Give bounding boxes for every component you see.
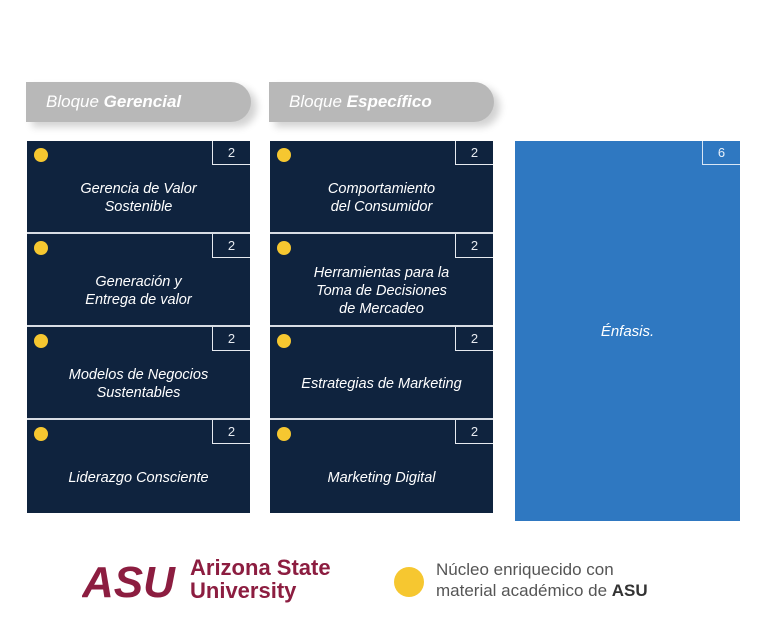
credits-badge: 2 bbox=[212, 234, 250, 258]
asu-dot-icon bbox=[34, 334, 48, 348]
asu-dot-icon bbox=[277, 148, 291, 162]
tab-bold: Específico bbox=[346, 92, 432, 111]
course-card: 2 Generación y Entrega de valor bbox=[27, 234, 250, 327]
asu-logo-wordmark: Arizona State University bbox=[190, 556, 331, 602]
legend: Núcleo enriquecido con material académic… bbox=[436, 559, 648, 601]
credits-badge: 2 bbox=[212, 327, 250, 351]
emphasis-block: 6 Énfasis. bbox=[515, 141, 740, 521]
credits-badge: 2 bbox=[455, 234, 493, 258]
tab-bold: Gerencial bbox=[103, 92, 182, 111]
credits-badge: 2 bbox=[455, 141, 493, 165]
credits-badge: 2 bbox=[212, 420, 250, 444]
course-label: Marketing Digital bbox=[327, 469, 436, 486]
tab-prefix: Bloque bbox=[289, 92, 342, 111]
asu-dot-icon bbox=[34, 427, 48, 441]
asu-dot-icon bbox=[277, 427, 291, 441]
legend-line2: material académico de ASU bbox=[436, 580, 648, 601]
course-card: 2 Liderazgo Consciente bbox=[27, 420, 250, 513]
asu-dot-icon bbox=[34, 148, 48, 162]
legend-line2-prefix: material académico de bbox=[436, 581, 608, 600]
tab-bloque-especifico: Bloque Específico bbox=[269, 82, 494, 122]
asu-logo-mark: ASU bbox=[82, 558, 176, 601]
course-card: 2 Estrategias de Marketing bbox=[270, 327, 493, 420]
asu-dot-icon bbox=[277, 334, 291, 348]
asu-dot-icon bbox=[277, 241, 291, 255]
course-label: Generación y Entrega de valor bbox=[85, 273, 192, 308]
legend-line2-bold: ASU bbox=[611, 581, 648, 600]
credits-badge: 2 bbox=[212, 141, 250, 165]
legend-line1: Núcleo enriquecido con bbox=[436, 560, 614, 579]
column-especifico: 2 Comportamiento del Consumidor 2 Herram… bbox=[270, 141, 493, 513]
course-label: Gerencia de Valor Sostenible bbox=[80, 180, 197, 215]
course-label: Modelos de Negocios Sustentables bbox=[68, 366, 209, 401]
emphasis-label: Énfasis. bbox=[600, 322, 655, 340]
course-card: 2 Marketing Digital bbox=[270, 420, 493, 513]
asu-logo-line2: University bbox=[190, 578, 297, 603]
column-gerencial: 2 Gerencia de Valor Sostenible 2 Generac… bbox=[27, 141, 250, 513]
course-label: Herramientas para la Toma de Decisiones … bbox=[313, 264, 450, 317]
tab-prefix: Bloque bbox=[46, 92, 99, 111]
asu-logo-line1: Arizona State bbox=[190, 555, 331, 580]
course-card: 2 Modelos de Negocios Sustentables bbox=[27, 327, 250, 420]
course-card: 2 Comportamiento del Consumidor bbox=[270, 141, 493, 234]
asu-logo: ASU bbox=[82, 558, 176, 601]
course-label: Comportamiento del Consumidor bbox=[327, 180, 436, 215]
credits-badge: 6 bbox=[702, 141, 740, 165]
course-card: 2 Herramientas para la Toma de Decisione… bbox=[270, 234, 493, 327]
course-label: Liderazgo Consciente bbox=[68, 469, 209, 486]
course-label: Estrategias de Marketing bbox=[301, 375, 462, 392]
legend-dot-icon bbox=[394, 567, 424, 597]
asu-dot-icon bbox=[34, 241, 48, 255]
course-card: 2 Gerencia de Valor Sostenible bbox=[27, 141, 250, 234]
tab-bloque-gerencial: Bloque Gerencial bbox=[26, 82, 251, 122]
credits-badge: 2 bbox=[455, 420, 493, 444]
credits-badge: 2 bbox=[455, 327, 493, 351]
